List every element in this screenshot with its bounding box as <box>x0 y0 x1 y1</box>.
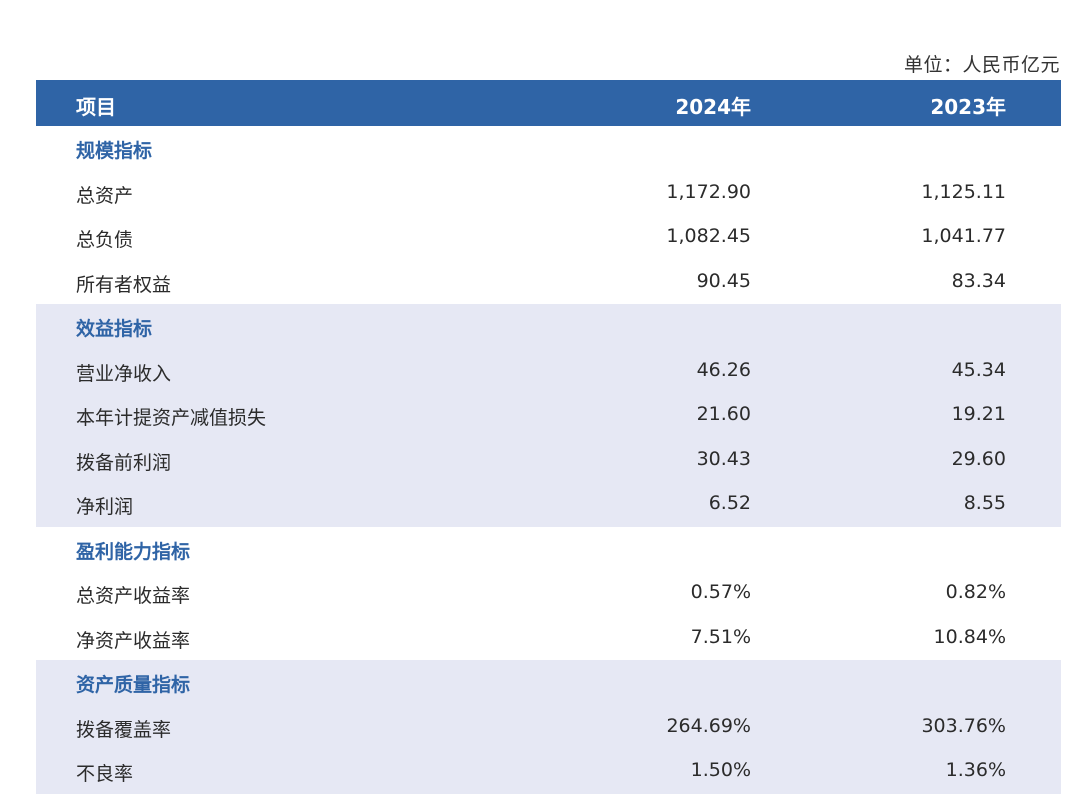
value-2024: 1.50% <box>690 759 751 781</box>
section-title: 规模指标 <box>76 140 153 162</box>
row-label: 总资产收益率 <box>76 585 191 607</box>
row-label: 总负债 <box>76 229 134 251</box>
table-row: 所有者权益 90.45 83.34 <box>36 260 1061 305</box>
row-label: 不良率 <box>76 763 134 785</box>
table-row: 不良率 1.50% 1.36% <box>36 749 1061 794</box>
header-item: 项目 <box>76 95 116 119</box>
table-row: 拨备覆盖率 264.69% 303.76% <box>36 705 1061 750</box>
value-2024: 30.43 <box>696 447 751 470</box>
section-title: 盈利能力指标 <box>76 540 191 563</box>
value-2023: 1,041.77 <box>921 225 1006 247</box>
value-2024: 1,082.45 <box>666 225 751 247</box>
value-2023: 19.21 <box>951 403 1006 425</box>
section-title-row: 盈利能力指标 <box>36 527 1061 572</box>
value-2024: 7.51% <box>690 625 751 648</box>
value-2023: 8.55 <box>963 492 1006 514</box>
value-2023: 0.82% <box>945 581 1006 603</box>
header-2023: 2023年 <box>930 95 1006 119</box>
row-label: 净利润 <box>76 496 134 518</box>
row-label: 本年计提资产减值损失 <box>76 407 267 429</box>
value-2023: 29.60 <box>951 447 1006 470</box>
value-2023: 1,125.11 <box>921 180 1006 203</box>
value-2023: 45.34 <box>951 358 1006 381</box>
table-section: 规模指标总资产 1,172.90 1,125.11 总负债 1,082.45 1,041.… <box>36 126 1061 304</box>
unit-label: 单位：人民币亿元 <box>903 54 1060 76</box>
section-title: 资产质量指标 <box>76 674 191 696</box>
table-row: 本年计提资产减值损失 21.60 19.21 <box>36 393 1061 438</box>
row-label: 营业净收入 <box>76 362 172 385</box>
value-2024: 0.57% <box>690 581 751 603</box>
table-row: 拨备前利润 30.43 29.60 <box>36 438 1061 483</box>
row-label: 总资产 <box>76 184 134 207</box>
value-2024: 46.26 <box>696 358 751 381</box>
table-header: 项目 2024年 2023年 <box>36 80 1061 126</box>
section-title-row: 效益指标 <box>36 304 1061 349</box>
table-body: 规模指标总资产 1,172.90 1,125.11 总负债 1,082.45 1,041.… <box>36 126 1061 794</box>
value-2023: 303.76% <box>921 714 1006 737</box>
row-label: 拨备覆盖率 <box>76 718 172 741</box>
value-2023: 10.84% <box>933 625 1006 648</box>
financial-table: 项目 2024年 2023年 规模指标总资产 1,172.90 1,125.11 总负… <box>36 80 1061 794</box>
value-2024: 6.52 <box>708 492 751 514</box>
section-title: 效益指标 <box>76 318 153 340</box>
table-row: 总资产收益率 0.57% 0.82% <box>36 571 1061 616</box>
value-2023: 1.36% <box>945 759 1006 781</box>
row-label: 拨备前利润 <box>76 451 172 474</box>
value-2023: 83.34 <box>951 269 1006 292</box>
section-title-row: 规模指标 <box>36 126 1061 171</box>
table-section: 效益指标营业净收入 46.26 45.34 本年计提资产减值损失 21.60 19.21 拨… <box>36 304 1061 527</box>
table-section: 资产质量指标 拨备覆盖率 264.69% 303.76% 不良率 1.50% 1.36% <box>36 660 1061 794</box>
table-row: 营业净收入 46.26 45.34 <box>36 349 1061 394</box>
table-row: 净资产收益率 7.51% 10.84% <box>36 616 1061 661</box>
table-row: 净利润 6.52 8.55 <box>36 482 1061 527</box>
section-title-row: 资产质量指标 <box>36 660 1061 705</box>
row-label: 净资产收益率 <box>76 629 191 652</box>
table-row: 总资产 1,172.90 1,125.11 <box>36 171 1061 216</box>
table-section: 盈利能力指标 总资产收益率 0.57% 0.82% 净资产收益率 7.51% 10.84% <box>36 527 1061 661</box>
header-2024: 2024年 <box>675 95 751 119</box>
value-2024: 21.60 <box>696 403 751 425</box>
value-2024: 1,172.90 <box>666 180 751 203</box>
value-2024: 90.45 <box>696 269 751 292</box>
value-2024: 264.69% <box>666 714 751 737</box>
row-label: 所有者权益 <box>76 273 172 296</box>
table-row: 总负债 1,082.45 1,041.77 <box>36 215 1061 260</box>
